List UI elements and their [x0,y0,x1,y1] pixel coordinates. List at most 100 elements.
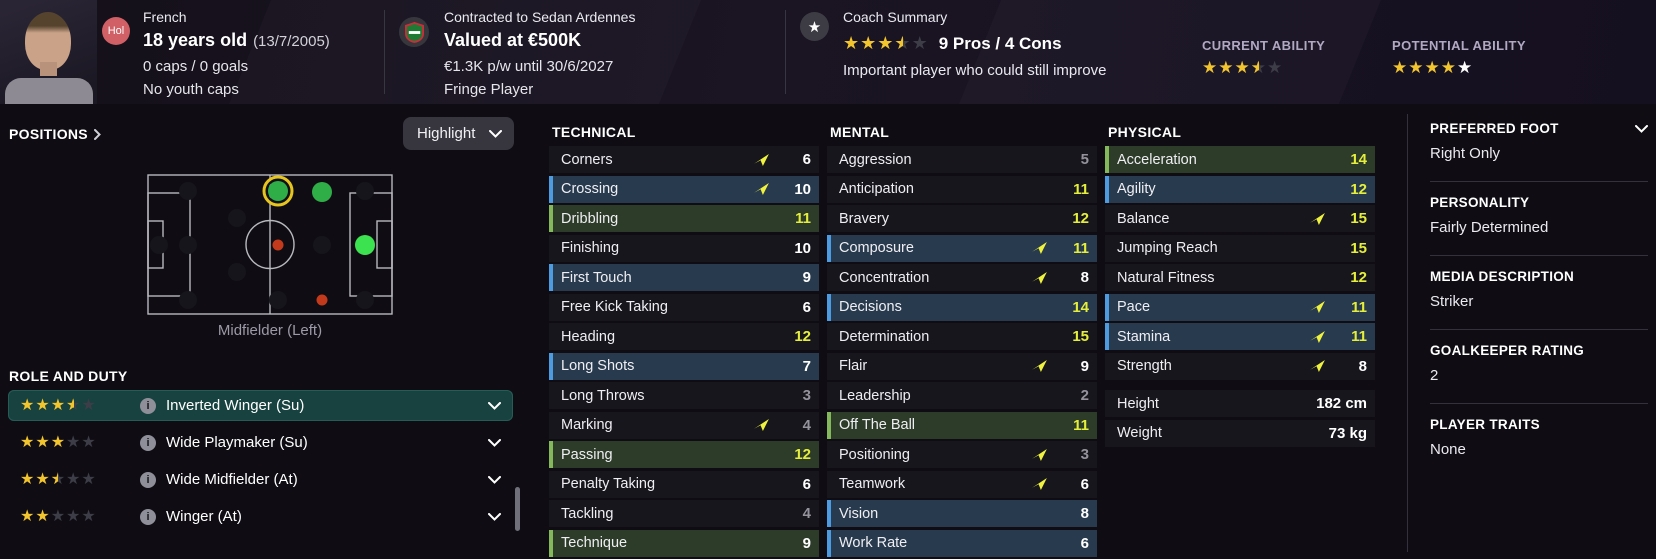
attribute-value: 12 [1350,269,1367,286]
attribute-row[interactable]: Long Throws 3 [549,382,819,409]
role-expand-chevron[interactable] [488,475,501,484]
attribute-row[interactable]: Crossing 10 [549,175,819,203]
attribute-row[interactable]: Concentration 8 [827,264,1097,291]
star-icon: ★ [35,433,50,451]
attribute-row[interactable]: Off The Ball 11 [827,411,1097,439]
attribute-row[interactable]: Work Rate 6 [827,529,1097,557]
attribute-row[interactable]: Long Shots 7 [549,352,819,380]
role-expand-chevron[interactable] [488,512,501,521]
role-expand-chevron[interactable] [488,438,501,447]
info-icon[interactable]: i [140,434,156,451]
attribute-label: Work Rate [839,535,908,551]
attribute-change-arrow [1310,301,1325,313]
info-icon[interactable]: i [140,508,156,525]
scrollbar-thumb[interactable] [515,487,520,531]
attribute-label: Bravery [839,210,889,227]
attribute-row[interactable]: Finishing 10 [549,234,819,262]
position-marker[interactable] [272,239,284,251]
attribute-row[interactable]: Weight 73 kg [1105,419,1375,447]
player-info-block: French 18 years old (13/7/2005) 0 caps / … [143,9,330,104]
attribute-row[interactable]: Vision 8 [827,500,1097,527]
attribute-value: 15 [1350,239,1367,257]
attribute-value: 9 [1080,357,1089,375]
attribute-row[interactable]: Passing 12 [549,441,819,468]
attribute-row[interactable]: Anticipation 11 [827,175,1097,203]
pros-cons-count[interactable]: 9 Pros / 4 Cons [938,34,1062,53]
attribute-row[interactable]: Free Kick Taking 6 [549,293,819,321]
player-photo-neck [40,62,57,76]
role-row[interactable]: ★ ★ ★ ★ ★ ★ i Inverted Winger (Su) [8,390,513,421]
attribute-row[interactable]: Stamina 11 [1105,323,1375,350]
attribute-row[interactable]: Balance 15 [1105,205,1375,232]
attribute-row[interactable]: Teamwork 6 [827,470,1097,498]
attribute-row[interactable]: Natural Fitness 12 [1105,264,1375,291]
attribute-label: Height [1117,395,1159,412]
attribute-row[interactable]: Composure 11 [827,234,1097,262]
attribute-row[interactable]: Leadership 2 [827,382,1097,409]
attribute-row[interactable]: Marking 4 [549,411,819,439]
chevron-down-icon[interactable] [1635,124,1648,133]
attribute-row[interactable]: Strength 8 [1105,352,1375,380]
holiday-badge-label: Hol [107,25,125,37]
attribute-row[interactable]: Heading 12 [549,323,819,350]
squad-status: Fringe Player [444,81,534,98]
role-row[interactable]: ★ ★ ★ ★ ★ ★ i Wide Midfielder (At) [8,464,513,495]
club-crest-icon[interactable] [399,17,429,47]
attribute-row[interactable]: Acceleration 14 [1105,146,1375,173]
star-icon: ★ [860,33,877,53]
half-star-icon: ★ [1250,59,1259,76]
attribute-change-arrow [1310,330,1325,343]
attribute-row[interactable]: Technique 9 [549,529,819,557]
position-pitch-map[interactable] [147,174,393,315]
attribute-row[interactable]: Corners 6 [549,146,819,173]
role-row[interactable]: ★ ★ ★ ★ ★ i Winger (At) [8,501,513,532]
attribute-row[interactable]: Determination 15 [827,323,1097,350]
attribute-change-arrow [1310,360,1325,372]
role-rating-stars: ★ ★ ★ ★ ★ [20,433,116,451]
attribute-row[interactable]: First Touch 9 [549,264,819,291]
attribute-label: Off The Ball [839,417,916,433]
attribute-value: 10 [794,180,811,198]
attribute-change-arrow-icon [1310,330,1325,343]
attribute-label: Aggression [839,151,912,168]
info-icon[interactable]: i [140,471,156,488]
chevron-down-icon [488,475,501,484]
highlight-dropdown[interactable]: Highlight [403,117,514,150]
attribute-row[interactable]: Penalty Taking 6 [549,470,819,498]
attribute-row[interactable]: Height 182 cm [1105,390,1375,417]
attribute-value: 12 [794,446,811,463]
info-icon[interactable]: i [140,397,156,414]
attribute-row[interactable]: Pace 11 [1105,293,1375,321]
positions-section-header[interactable]: POSITIONS [9,126,101,142]
position-marker[interactable] [316,294,328,306]
attribute-label: Positioning [839,446,910,463]
attribute-value: 4 [802,505,811,522]
star-icon: ★ [1392,58,1408,77]
role-expand-chevron[interactable] [488,401,501,410]
attribute-label: Strength [1117,358,1172,374]
attribute-row[interactable]: Flair 9 [827,352,1097,380]
star-icon: ★ [807,18,822,36]
attribute-value: 6 [802,475,811,493]
position-marker[interactable] [268,181,288,201]
attribute-value: 2 [1080,387,1089,404]
attribute-row[interactable]: Dribbling 11 [549,205,819,232]
attribute-row[interactable]: Aggression 5 [827,146,1097,173]
coach-summary-rating-row: ★★★★ ★ ★ 9 Pros / 4 Cons [843,34,1062,54]
attribute-label: Long Throws [561,387,645,404]
sidebar-section: PREFERRED FOOT Right Only [1430,112,1648,182]
attribute-row[interactable]: Decisions 14 [827,293,1097,321]
position-marker[interactable] [355,235,375,255]
attribute-row[interactable]: Bravery 12 [827,205,1097,232]
holiday-badge[interactable]: Hol [102,17,130,45]
chevron-down-icon [488,512,501,521]
role-row[interactable]: ★ ★ ★ ★ ★ i Wide Playmaker (Su) [8,427,513,458]
contract-club-line[interactable]: Contracted to Sedan Ardennes [444,9,636,25]
attribute-row[interactable]: Jumping Reach 15 [1105,234,1375,262]
attribute-row[interactable]: Positioning 3 [827,441,1097,468]
mental-heading: MENTAL [830,124,890,140]
attribute-row[interactable]: Agility 12 [1105,175,1375,203]
position-marker[interactable] [312,182,332,202]
attribute-row[interactable]: Tackling 4 [549,500,819,527]
player-birth-date: (13/7/2005) [253,33,330,50]
